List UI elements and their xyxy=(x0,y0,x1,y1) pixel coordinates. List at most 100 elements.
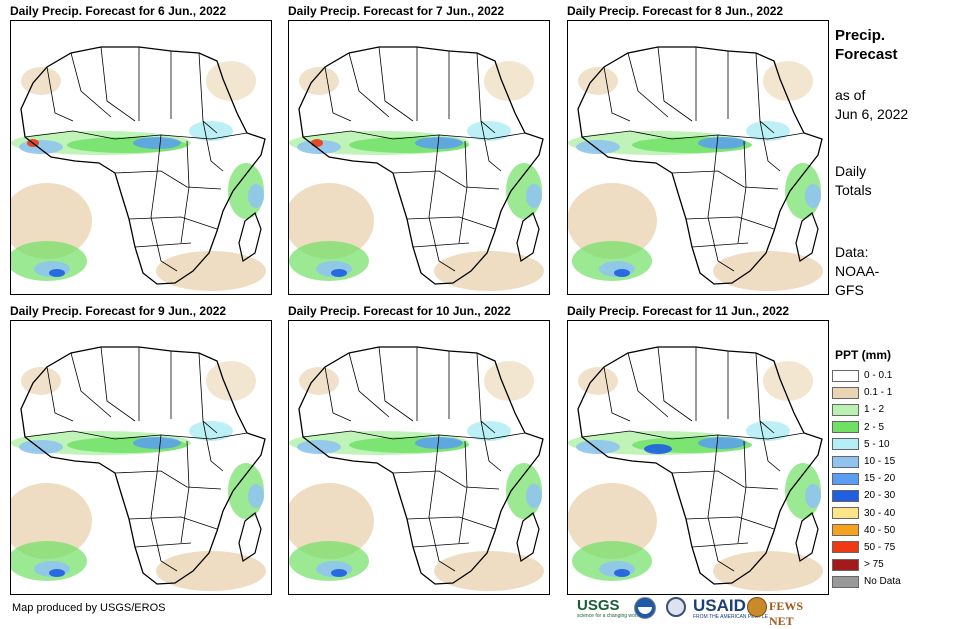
country-border xyxy=(406,216,496,230)
legend-label: No Data xyxy=(864,576,901,588)
country-border xyxy=(458,140,468,244)
title-line: Forecast xyxy=(835,46,898,63)
legend-item: 0 - 0.1 xyxy=(832,367,901,384)
country-border xyxy=(627,52,669,118)
country-border xyxy=(707,134,719,218)
as-of-date: as of Jun 6, 2022 xyxy=(835,86,908,124)
legend-swatch xyxy=(832,507,859,520)
country-border xyxy=(100,346,136,422)
country-border xyxy=(480,420,502,472)
totals-line: Daily xyxy=(835,163,867,179)
legend-swatch xyxy=(832,472,859,485)
country-border xyxy=(70,352,112,418)
legend-item: 0.1 - 1 xyxy=(832,384,901,401)
legend-label: 15 - 20 xyxy=(864,473,896,485)
precip-patch xyxy=(19,440,63,454)
legend-item: 1 - 2 xyxy=(832,401,901,418)
legend-title: PPT (mm) xyxy=(835,348,892,362)
precip-patch xyxy=(576,440,620,454)
data-line: NOAA- xyxy=(835,263,880,279)
legend-swatch xyxy=(832,421,859,434)
country-border xyxy=(128,216,218,230)
precip-patch xyxy=(415,137,463,149)
precip-patch xyxy=(698,137,746,149)
country-border xyxy=(150,516,178,572)
forecast-map xyxy=(10,20,272,295)
legend-swatch xyxy=(832,386,859,399)
legend-item: 10 - 15 xyxy=(832,453,901,470)
legend-label: 2 - 5 xyxy=(864,421,885,433)
panel-title: Daily Precip. Forecast for 8 Jun., 2022 xyxy=(567,4,784,18)
precip-patch xyxy=(746,421,790,441)
precip-patch xyxy=(11,483,92,559)
usgs-logo: USGS xyxy=(577,597,620,614)
forecast-panel-3: Daily Precip. Forecast for 8 Jun., 2022 xyxy=(567,4,839,295)
precip-patch xyxy=(713,251,823,291)
precip-patch xyxy=(248,484,264,508)
precip-patch xyxy=(746,121,790,141)
country-border xyxy=(324,66,352,122)
precip-patch xyxy=(467,421,511,441)
country-border xyxy=(685,516,775,530)
country-border xyxy=(302,130,526,140)
forecast-map xyxy=(567,20,829,295)
precip-patch xyxy=(21,367,61,395)
data-source: Data: NOAA- GFS xyxy=(835,243,879,300)
country-border xyxy=(392,470,500,490)
country-border xyxy=(671,170,779,190)
country-border xyxy=(707,216,735,272)
forecast-panel-5: Daily Precip. Forecast for 10 Jun., 2022 xyxy=(288,304,560,595)
precip-patch xyxy=(21,67,61,95)
precip-patch xyxy=(614,569,630,577)
fews-net-logo: FEWS NET xyxy=(769,599,804,628)
country-border xyxy=(134,542,192,548)
legend-swatch xyxy=(832,369,859,382)
legend-label: 5 - 10 xyxy=(864,438,890,450)
country-border xyxy=(691,542,749,548)
precip-patch xyxy=(299,367,339,395)
madagascar-outline xyxy=(238,212,262,262)
precip-patch xyxy=(614,269,630,277)
totals-note: Daily Totals xyxy=(835,162,872,200)
panel-title: Daily Precip. Forecast for 10 Jun., 2022 xyxy=(288,304,511,318)
country-border xyxy=(759,120,781,172)
precip-patch xyxy=(805,184,821,208)
country-border xyxy=(180,140,190,244)
country-border xyxy=(428,216,456,272)
precip-patch xyxy=(189,121,233,141)
data-line: Data: xyxy=(835,244,869,260)
precip-patch xyxy=(311,139,323,147)
legend-label: 30 - 40 xyxy=(864,507,896,519)
country-border xyxy=(150,134,162,218)
country-border xyxy=(324,366,352,422)
panel-title: Daily Precip. Forecast for 6 Jun., 2022 xyxy=(10,4,227,18)
precip-patch xyxy=(297,440,341,454)
country-border xyxy=(202,120,224,172)
country-border xyxy=(657,46,693,122)
panel-title: Daily Precip. Forecast for 9 Jun., 2022 xyxy=(10,304,227,318)
legend-item: 15 - 20 xyxy=(832,470,901,487)
precip-patch xyxy=(484,61,534,101)
country-border xyxy=(603,66,631,122)
country-border xyxy=(302,430,526,440)
legend-item: 20 - 30 xyxy=(832,487,901,504)
title-line: Precip. xyxy=(835,27,886,44)
precip-patch xyxy=(484,361,534,401)
legend-swatch xyxy=(832,558,859,571)
country-border xyxy=(134,242,192,248)
panel-title: Daily Precip. Forecast for 7 Jun., 2022 xyxy=(288,4,505,18)
precip-patch xyxy=(467,121,511,141)
usaid-tagline: FROM THE AMERICAN PEOPLE xyxy=(693,614,768,620)
legend-swatch xyxy=(832,455,859,468)
country-border xyxy=(759,420,781,472)
legend-label: 1 - 2 xyxy=(864,404,885,416)
precip-patch xyxy=(526,184,542,208)
country-border xyxy=(348,52,390,118)
usaid-logo: USAID xyxy=(693,596,746,615)
legend-item: 5 - 10 xyxy=(832,436,901,453)
precip-patch xyxy=(331,569,347,577)
precip-patch xyxy=(568,183,657,259)
legend-label: 50 - 75 xyxy=(864,541,896,553)
precip-patch xyxy=(19,140,63,154)
precip-patch xyxy=(133,437,181,449)
